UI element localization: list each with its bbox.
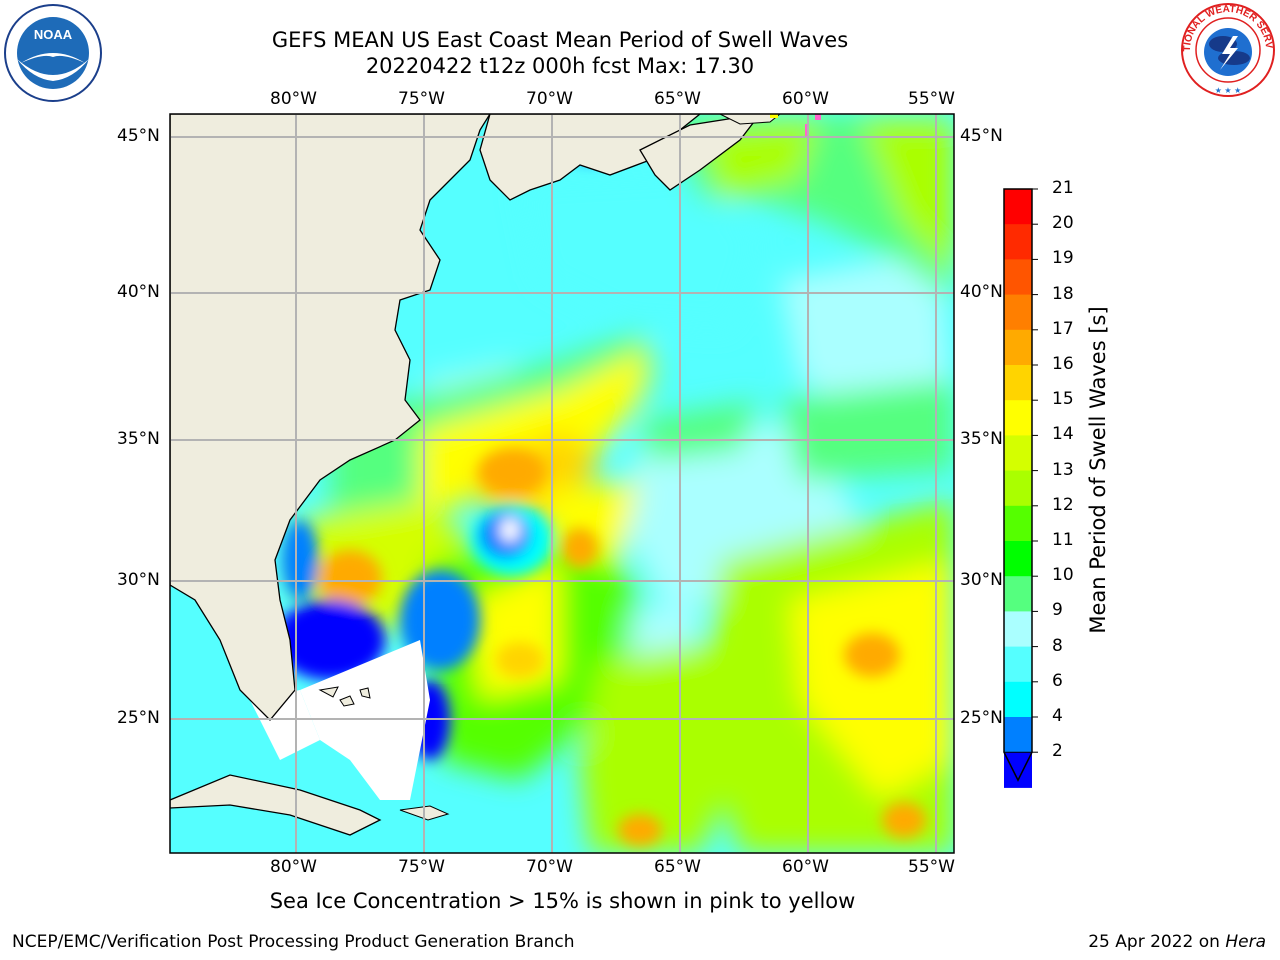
colorbar-swatch xyxy=(1004,576,1032,612)
colorbar-swatch xyxy=(1004,259,1032,296)
colorbar-label: 21 xyxy=(1052,178,1074,198)
nws-logo-icon: NATIONAL WEATHER SERVICE ★ ★ ★ xyxy=(1174,0,1278,104)
colorbar-swatch xyxy=(1004,717,1032,753)
svg-text:★ ★ ★: ★ ★ ★ xyxy=(1215,86,1242,95)
colorbar-label: 19 xyxy=(1052,248,1074,269)
map-field xyxy=(170,114,954,853)
colorbar-title: Mean Period of Swell Waves [s] xyxy=(1086,306,1110,634)
noaa-logo-icon: NOAA xyxy=(3,3,103,107)
colorbar-swatch xyxy=(1004,681,1032,718)
lon-tick-bottom: 80°W xyxy=(270,857,317,877)
colorbar-swatch xyxy=(1004,189,1032,225)
colorbar-swatch xyxy=(1004,611,1032,648)
colorbar-label: 16 xyxy=(1052,354,1074,374)
colorbar-swatch xyxy=(1004,329,1032,366)
colorbar-swatch xyxy=(1004,224,1032,260)
sea-ice-note: Sea Ice Concentration > 15% is shown in … xyxy=(269,889,856,913)
lon-tick-top: 55°W xyxy=(908,89,955,109)
colorbar-label: 17 xyxy=(1052,318,1074,339)
lat-tick-left: 35°N xyxy=(117,429,160,449)
lon-tick-top: 80°W xyxy=(270,89,317,109)
colorbar-label: 2 xyxy=(1052,741,1063,762)
colorbar-swatch xyxy=(1004,541,1032,577)
lon-tick-bottom: 65°W xyxy=(654,857,701,877)
lat-tick-left: 30°N xyxy=(117,570,160,590)
chart-title: GEFS MEAN US East Coast Mean Period of S… xyxy=(271,28,849,52)
svg-text:NOAA: NOAA xyxy=(34,27,73,42)
colorbar-label: 11 xyxy=(1052,530,1074,550)
colorbar-label: 9 xyxy=(1052,600,1063,621)
lon-tick-top: 65°W xyxy=(654,89,701,109)
lat-tick-left: 40°N xyxy=(117,282,160,302)
lat-tick-left: 45°N xyxy=(117,126,160,146)
credit-line: NCEP/EMC/Verification Post Processing Pr… xyxy=(12,932,575,952)
colorbar-label: 8 xyxy=(1052,635,1063,656)
lat-tick-right: 25°N xyxy=(960,708,1003,728)
colorbar-label: 6 xyxy=(1052,670,1063,691)
colorbar-label: 4 xyxy=(1052,706,1063,726)
lon-tick-top: 60°W xyxy=(782,89,829,109)
date-stamp: 25 Apr 2022 on Hera xyxy=(1088,932,1266,952)
colorbar-label: 15 xyxy=(1052,389,1074,410)
colorbar-label: 20 xyxy=(1052,213,1074,234)
colorbar-swatch xyxy=(1004,470,1032,507)
colorbar xyxy=(1003,188,1038,788)
lon-tick-bottom: 55°W xyxy=(908,857,955,877)
colorbar-swatch xyxy=(1004,435,1032,472)
colorbar-swatch xyxy=(1004,400,1032,436)
colorbar-swatch xyxy=(1004,646,1032,683)
colorbar-swatch xyxy=(1004,505,1032,542)
lon-tick-bottom: 75°W xyxy=(398,857,445,877)
colorbar-label: 14 xyxy=(1052,424,1074,445)
lat-tick-right: 30°N xyxy=(960,570,1003,590)
colorbar-label: 10 xyxy=(1052,565,1074,586)
colorbar-swatch xyxy=(1004,294,1032,331)
colorbar-frame xyxy=(1003,188,1033,782)
colorbar-label: 12 xyxy=(1052,494,1074,515)
lon-tick-top: 70°W xyxy=(526,89,573,109)
lon-tick-bottom: 60°W xyxy=(782,857,829,877)
colorbar-label: 13 xyxy=(1052,459,1074,480)
lat-tick-left: 25°N xyxy=(117,708,160,728)
lat-tick-right: 35°N xyxy=(960,429,1003,449)
colorbar-label: 18 xyxy=(1052,283,1074,304)
lat-tick-right: 45°N xyxy=(960,126,1003,146)
graticule xyxy=(170,114,954,853)
lon-tick-top: 75°W xyxy=(398,89,445,109)
lat-tick-right: 40°N xyxy=(960,282,1003,302)
chart-subtitle: 20220422 t12z 000h fcst Max: 17.30 xyxy=(365,54,755,78)
lon-tick-bottom: 70°W xyxy=(526,857,573,877)
colorbar-swatch xyxy=(1004,365,1032,401)
